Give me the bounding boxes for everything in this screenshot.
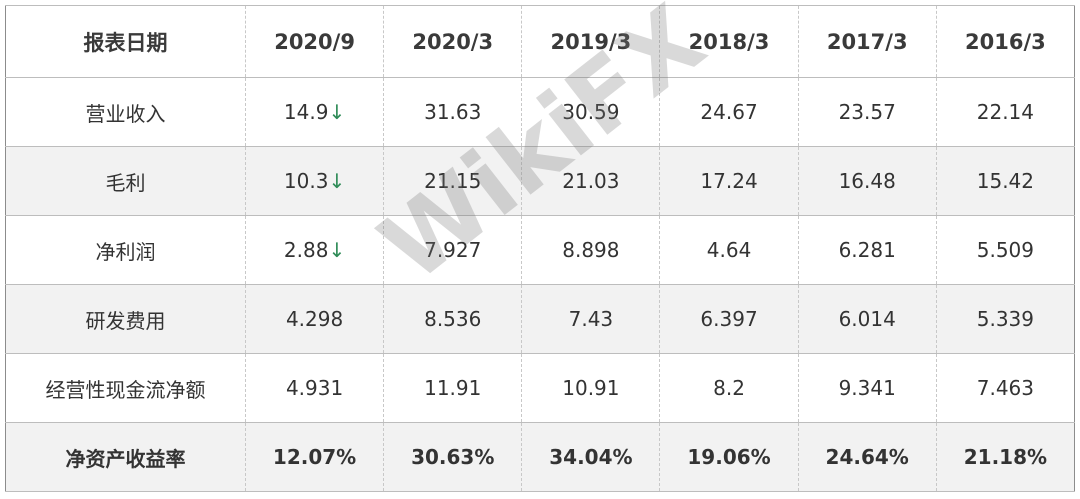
- cell: 9.341: [797, 353, 937, 423]
- table-row: 研发费用 4.298 8.536 7.43 6.397 6.014 5.339: [5, 284, 1076, 354]
- table-row: 经营性现金流净额 4.931 11.91 10.91 8.2 9.341 7.463: [5, 353, 1076, 423]
- down-arrow: ↓: [328, 100, 346, 124]
- header-row: 报表日期 2020/9 2020/3 2019/3 2018/3 2017/3 2016/3: [5, 5, 1076, 78]
- cell: 21.15: [383, 146, 523, 216]
- cell: 21.18%: [935, 422, 1076, 492]
- cell: 7.463: [935, 353, 1076, 423]
- down-arrow: ↓: [328, 169, 346, 193]
- header-cell: 2020/3: [383, 5, 523, 78]
- header-cell: 2017/3: [797, 5, 937, 78]
- cell: 2.88↓: [244, 215, 385, 285]
- cell: 6.281: [797, 215, 937, 285]
- cell-value: 14.9: [283, 100, 329, 124]
- cell: 5.339: [935, 284, 1076, 354]
- header-cell: 报表日期: [5, 5, 246, 78]
- cell: 15.42: [935, 146, 1076, 216]
- row-label: 研发费用: [5, 284, 246, 354]
- cell: 4.64: [659, 215, 799, 285]
- down-arrow: ↓: [328, 238, 346, 262]
- cell: 17.24: [659, 146, 799, 216]
- data-table: 报表日期 2020/9 2020/3 2019/3 2018/3 2017/3 2016/3…: [5, 5, 1076, 492]
- row-label: 营业收入: [5, 77, 246, 147]
- cell: 11.91: [383, 353, 523, 423]
- header-cell: 2016/3: [935, 5, 1076, 78]
- cell: 12.07%: [244, 422, 385, 492]
- header-cell: 2020/9: [244, 5, 385, 78]
- table-row: 营业收入 14.9↓ 31.63 30.59 24.67 23.57 22.14: [5, 77, 1076, 147]
- cell: 14.9↓: [244, 77, 385, 147]
- cell-value: 2.88: [283, 238, 329, 262]
- cell: 5.509: [935, 215, 1076, 285]
- cell: 4.931: [244, 353, 385, 423]
- cell: 30.63%: [383, 422, 523, 492]
- cell: 23.57: [797, 77, 937, 147]
- row-label: 净利润: [5, 215, 246, 285]
- header-cell: 2018/3: [659, 5, 799, 78]
- table-row: 净利润 2.88↓ 7.927 8.898 4.64 6.281 5.509: [5, 215, 1076, 285]
- cell: 16.48: [797, 146, 937, 216]
- cell: 24.67: [659, 77, 799, 147]
- cell: 10.3↓: [244, 146, 385, 216]
- cell: 4.298: [244, 284, 385, 354]
- cell: 31.63: [383, 77, 523, 147]
- row-label: 净资产收益率: [5, 422, 246, 492]
- cell: 8.898: [521, 215, 661, 285]
- table-row: 毛利 10.3↓ 21.15 21.03 17.24 16.48 15.42: [5, 146, 1076, 216]
- cell: 30.59: [521, 77, 661, 147]
- header-cell: 2019/3: [521, 5, 661, 78]
- cell: 21.03: [521, 146, 661, 216]
- cell-value: 10.3: [283, 169, 329, 193]
- cell: 8.2: [659, 353, 799, 423]
- table-row: 净资产收益率 12.07% 30.63% 34.04% 19.06% 24.64% 21.1…: [5, 422, 1076, 492]
- cell: 8.536: [383, 284, 523, 354]
- cell: 34.04%: [521, 422, 661, 492]
- table-body: 报表日期 2020/9 2020/3 2019/3 2018/3 2017/3 2016/3…: [5, 5, 1076, 492]
- cell: 19.06%: [659, 422, 799, 492]
- cell: 7.927: [383, 215, 523, 285]
- cell: 6.014: [797, 284, 937, 354]
- cell: 7.43: [521, 284, 661, 354]
- cell: 22.14: [935, 77, 1076, 147]
- cell: 24.64%: [797, 422, 937, 492]
- cell: 10.91: [521, 353, 661, 423]
- row-label: 毛利: [5, 146, 246, 216]
- cell: 6.397: [659, 284, 799, 354]
- row-label: 经营性现金流净额: [5, 353, 246, 423]
